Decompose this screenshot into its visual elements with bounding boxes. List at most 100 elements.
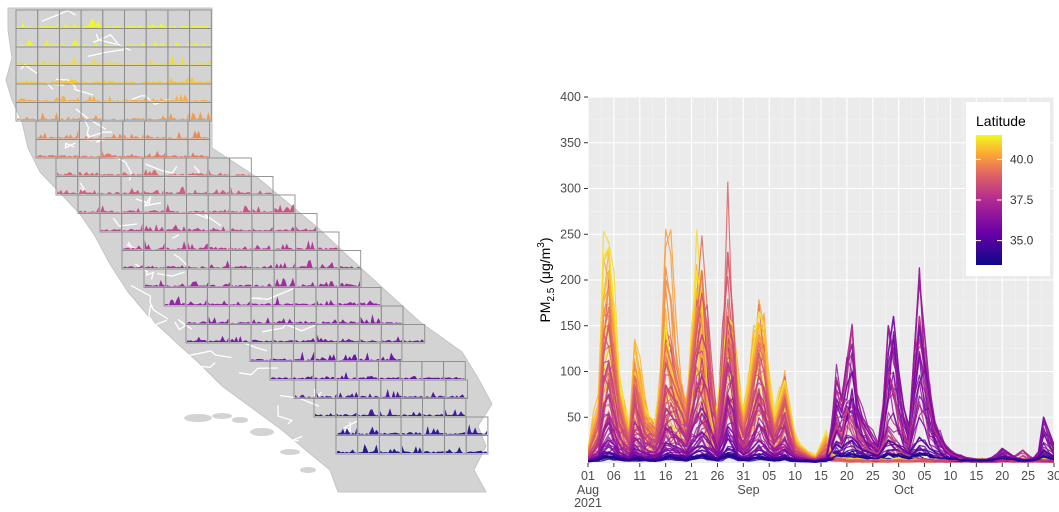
cell-sparkline	[166, 283, 187, 287]
cell-sparkline	[38, 97, 59, 102]
cell-sparkline	[316, 392, 337, 398]
cell-sparkline	[338, 319, 359, 324]
county-line	[64, 142, 76, 149]
cell-sparkline	[337, 354, 358, 361]
cell-sparkline	[101, 229, 121, 231]
cell-sparkline	[17, 39, 37, 46]
cell-sparkline	[209, 246, 230, 250]
cell-sparkline	[209, 226, 230, 231]
cell-sparkline	[272, 358, 293, 361]
cell-sparkline	[17, 60, 37, 65]
y-tick-label: 100	[560, 365, 581, 379]
x-axis-ticks: 01 06 11 16 21 26 31 05 10 15 20 25 30 05 10 15 20 25 30	[581, 463, 1059, 483]
cell-sparkline	[125, 42, 146, 46]
grid-cells	[15, 9, 489, 455]
y-tick-label: 250	[560, 227, 581, 241]
cell-sparkline	[103, 25, 124, 28]
x-axis-year: 2021	[574, 496, 602, 510]
cell-sparkline	[252, 206, 273, 213]
cell-sparkline	[337, 427, 357, 435]
cell-sparkline	[251, 358, 271, 361]
cell-sparkline	[467, 424, 487, 435]
cell-sparkline	[125, 62, 146, 65]
cell-sparkline	[166, 224, 186, 231]
x-tick-label: 15	[814, 469, 828, 483]
cell-sparkline	[80, 135, 101, 139]
cell-sparkline	[253, 264, 273, 268]
cell-sparkline	[274, 243, 295, 250]
cell-sparkline	[381, 352, 401, 361]
county-line	[145, 163, 178, 174]
county-line	[112, 217, 138, 227]
cell-sparkline	[317, 334, 337, 342]
cell-sparkline	[144, 240, 165, 250]
cell-sparkline	[253, 283, 274, 287]
cell-sparkline	[102, 150, 122, 157]
cell-sparkline	[188, 152, 209, 157]
county-line	[195, 362, 216, 369]
y-axis-title-main: PM	[537, 302, 553, 323]
x-tick-label: 11	[633, 469, 646, 483]
x-month-label: Aug	[577, 483, 599, 497]
cell-sparkline	[190, 77, 211, 83]
cell-sparkline	[295, 394, 315, 398]
cell-sparkline	[296, 259, 317, 268]
grid-cell	[402, 324, 426, 344]
island	[300, 467, 316, 473]
cell-sparkline	[359, 352, 380, 361]
cell-sparkline	[123, 153, 144, 157]
x-tick-label: 20	[840, 469, 854, 483]
cell-sparkline	[60, 116, 81, 120]
cell-sparkline	[230, 186, 251, 194]
cell-sparkline	[296, 226, 316, 231]
cell-sparkline	[123, 245, 143, 250]
cell-sparkline	[100, 192, 121, 194]
county-line	[20, 64, 38, 75]
cell-sparkline	[167, 155, 187, 157]
cell-sparkline	[208, 335, 229, 342]
x-tick-label: 05	[918, 469, 932, 483]
y-axis-ticks: 50 100 150 200 250 300 350 400	[560, 90, 588, 424]
cell-sparkline	[358, 426, 379, 435]
cell-sparkline	[231, 228, 251, 231]
cell-sparkline	[103, 95, 124, 102]
cell-sparkline	[446, 394, 467, 398]
legend-labels: 40.0 37.5 35.0	[976, 152, 1034, 248]
cell-sparkline	[168, 76, 189, 83]
cell-sparkline	[230, 336, 251, 342]
cell-sparkline	[208, 189, 229, 194]
cell-sparkline	[122, 187, 142, 194]
cell-sparkline	[190, 25, 211, 28]
cell-sparkline	[82, 57, 102, 65]
cell-sparkline	[187, 189, 207, 194]
cell-sparkline	[122, 207, 143, 213]
cell-sparkline	[58, 128, 79, 139]
cell-sparkline	[337, 449, 357, 453]
x-tick-label: 25	[1021, 469, 1035, 483]
cell-sparkline	[422, 376, 443, 379]
y-tick-label: 50	[567, 410, 581, 424]
cell-sparkline	[382, 336, 402, 342]
cell-sparkline	[17, 21, 37, 28]
cell-sparkline	[273, 296, 294, 305]
county-line	[279, 394, 320, 407]
cell-sparkline	[147, 40, 167, 46]
county-line	[293, 473, 329, 490]
cell-sparkline	[58, 155, 79, 157]
island	[232, 417, 248, 423]
cell-sparkline	[292, 375, 313, 379]
cell-sparkline	[147, 81, 167, 83]
cell-sparkline	[340, 266, 360, 268]
x-axis-months: Aug Sep Oct	[577, 483, 914, 497]
x-tick-label: 20	[995, 469, 1009, 483]
cell-sparkline	[165, 186, 186, 194]
cell-sparkline	[338, 391, 359, 398]
cell-sparkline	[314, 376, 335, 379]
cell-sparkline	[274, 204, 294, 213]
y-tick-label: 300	[560, 182, 581, 196]
cell-sparkline	[230, 173, 251, 176]
cell-sparkline	[315, 413, 335, 416]
cell-sparkline	[38, 61, 59, 65]
county-line	[172, 234, 180, 239]
cell-sparkline	[168, 54, 189, 65]
